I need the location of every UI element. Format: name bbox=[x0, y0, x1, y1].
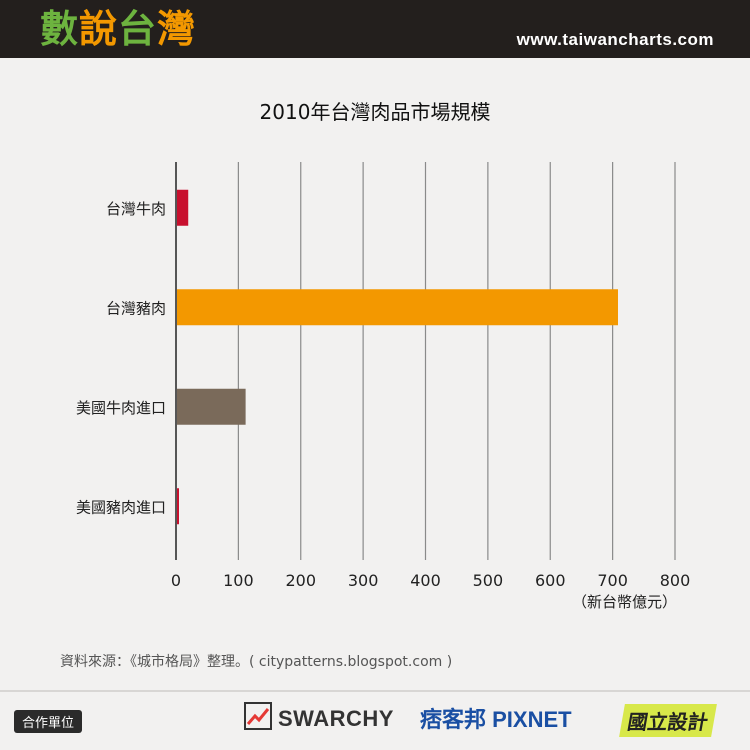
x-axis-unit-label: （新台幣億元） bbox=[572, 593, 678, 611]
x-tick-label: 200 bbox=[285, 571, 316, 590]
bar bbox=[177, 289, 618, 326]
x-tick-label: 0 bbox=[171, 571, 181, 590]
bar-chart: 0 100 200 300 400 500 600 700 800 台灣牛肉台灣豬肉美國牛肉進口美… bbox=[76, 162, 691, 590]
header-bar: 數說台灣 www.taiwancharts.com bbox=[0, 0, 750, 58]
x-tick-label: 800 bbox=[660, 571, 691, 590]
source-note: 資料來源：《城市格局》整理。( citypatterns.blogspot.co… bbox=[60, 654, 453, 670]
category-label: 美國豬肉進口 bbox=[76, 498, 166, 516]
partner-label: 合作單位 bbox=[14, 710, 83, 733]
category-label: 台灣豬肉 bbox=[106, 299, 166, 317]
brand-char: 台 bbox=[118, 7, 158, 51]
x-tick-label: 400 bbox=[410, 571, 441, 590]
swarchy-mark-icon bbox=[244, 702, 272, 730]
chart-title: 2010年台灣肉品市場規模 bbox=[259, 100, 491, 124]
bar bbox=[177, 388, 246, 425]
bar bbox=[177, 488, 179, 525]
category-label: 美國牛肉進口 bbox=[76, 399, 166, 417]
brand-char: 說 bbox=[79, 7, 119, 51]
x-tick-label: 700 bbox=[597, 571, 628, 590]
x-tick-label: 300 bbox=[348, 571, 379, 590]
brand-logo[interactable]: 數說台灣 bbox=[40, 6, 196, 52]
brand-char: 灣 bbox=[157, 7, 197, 51]
x-tick-label: 500 bbox=[473, 571, 504, 590]
swarchy-logo-text: SWARCHY bbox=[278, 706, 394, 731]
swarchy-logo[interactable]: SWARCHY bbox=[244, 702, 394, 732]
design-logo[interactable]: 國立設計 bbox=[619, 704, 717, 737]
site-url[interactable]: www.taiwancharts.com bbox=[516, 30, 714, 49]
category-label: 台灣牛肉 bbox=[106, 200, 166, 218]
brand-char: 數 bbox=[40, 7, 80, 51]
pixnet-logo[interactable]: 痞客邦 PIXNET bbox=[420, 707, 572, 732]
bar bbox=[177, 189, 189, 226]
footer-divider bbox=[0, 690, 750, 692]
x-tick-label: 600 bbox=[535, 571, 566, 590]
x-tick-label: 100 bbox=[223, 571, 254, 590]
